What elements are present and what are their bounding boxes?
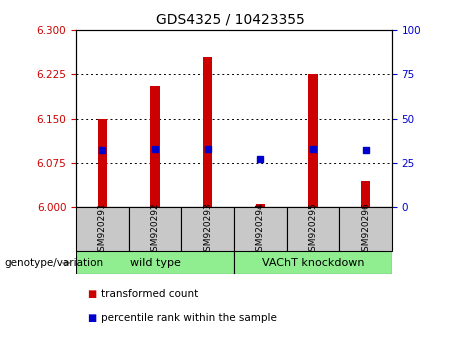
Text: VAChT knockdown: VAChT knockdown — [262, 258, 364, 268]
Bar — [76, 207, 129, 251]
Bar — [203, 57, 213, 207]
Text: percentile rank within the sample: percentile rank within the sample — [101, 313, 278, 323]
Bar — [308, 74, 318, 207]
Bar — [234, 251, 392, 274]
Text: wild type: wild type — [130, 258, 180, 268]
Text: genotype/variation: genotype/variation — [5, 258, 104, 268]
Text: GSM920294: GSM920294 — [256, 202, 265, 257]
Bar — [150, 86, 160, 207]
Bar — [287, 207, 339, 251]
Text: GSM920296: GSM920296 — [361, 202, 370, 257]
Bar — [255, 204, 265, 207]
Text: GSM920291: GSM920291 — [98, 202, 107, 257]
Bar — [339, 207, 392, 251]
Text: ■: ■ — [88, 289, 97, 298]
Bar — [361, 181, 370, 207]
Bar — [98, 119, 107, 207]
Text: GSM920293: GSM920293 — [203, 202, 212, 257]
Bar — [129, 207, 181, 251]
Text: GDS4325 / 10423355: GDS4325 / 10423355 — [156, 12, 305, 27]
Bar — [76, 251, 234, 274]
Bar — [181, 207, 234, 251]
Text: GSM920292: GSM920292 — [150, 202, 160, 257]
Text: GSM920295: GSM920295 — [308, 202, 318, 257]
Bar — [234, 207, 287, 251]
Text: transformed count: transformed count — [101, 289, 199, 298]
Text: ■: ■ — [88, 313, 97, 323]
